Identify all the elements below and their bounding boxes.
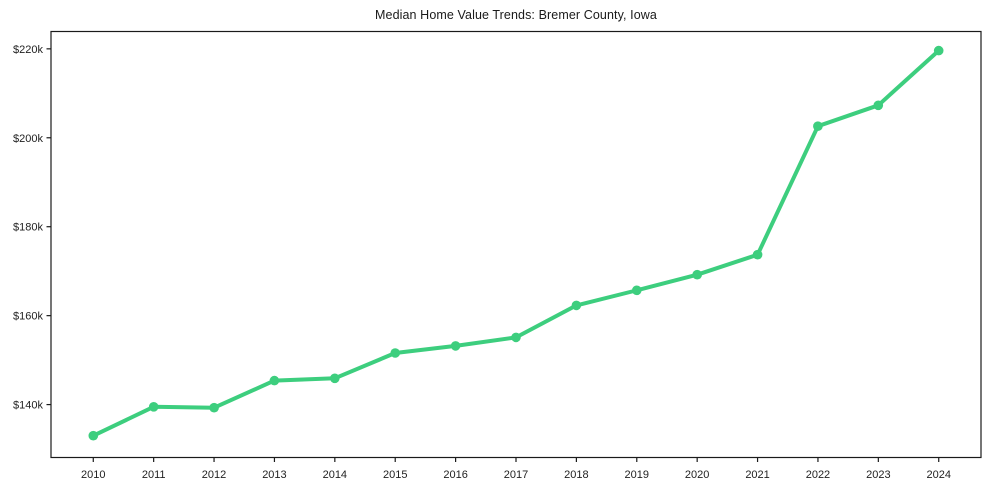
- data-point-2021: [752, 249, 763, 260]
- x-tick-label: 2013: [262, 469, 286, 481]
- x-tick-label: 2014: [323, 469, 347, 481]
- x-tick-label: 2015: [383, 469, 407, 481]
- data-point-2016: [450, 341, 461, 351]
- x-tick-label: 2010: [81, 469, 105, 481]
- trend-line: [91, 48, 941, 438]
- plot-frame: [50, 30, 982, 459]
- data-point-2019: [632, 285, 642, 296]
- data-point-2012: [209, 402, 219, 413]
- data-point-2011: [148, 402, 159, 412]
- x-tick-label: 2019: [625, 469, 649, 481]
- data-point-2013: [269, 375, 280, 386]
- data-point-2023: [873, 100, 884, 111]
- x-tick-label: 2021: [745, 469, 769, 481]
- x-tick-label: 2018: [564, 469, 588, 481]
- y-tick-label: $200k: [13, 133, 43, 145]
- data-point-2017: [511, 332, 521, 343]
- data-point-2020: [692, 269, 702, 280]
- x-tick-label: 2017: [504, 469, 528, 481]
- x-tick-label: 2022: [806, 469, 830, 481]
- y-tick-label: $160k: [13, 311, 43, 323]
- x-tick-label: 2024: [926, 469, 950, 481]
- x-tick-label: 2020: [685, 469, 709, 481]
- x-tick-label: 2016: [443, 469, 467, 481]
- data-point-2015: [390, 348, 401, 358]
- data-point-2024: [933, 45, 944, 56]
- data-point-2022: [813, 121, 823, 131]
- y-tick-label: $180k: [13, 222, 43, 234]
- data-point-2014: [330, 373, 340, 384]
- y-tick-label: $220k: [13, 44, 43, 56]
- chart-title: Median Home Value Trends: Bremer County,…: [375, 8, 657, 22]
- data-point-2010: [88, 430, 99, 441]
- x-tick-label: 2012: [202, 469, 226, 481]
- x-tick-label: 2011: [142, 469, 166, 481]
- data-point-2018: [571, 300, 582, 311]
- x-tick-label: 2023: [866, 469, 890, 481]
- y-tick-label: $140k: [13, 400, 43, 412]
